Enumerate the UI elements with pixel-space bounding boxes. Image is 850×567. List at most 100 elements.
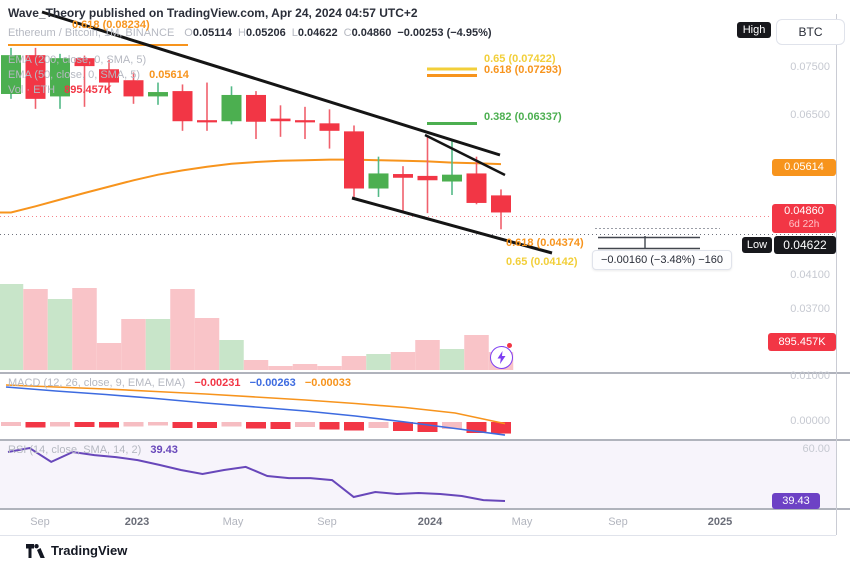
pane-separator-volume-macd[interactable] bbox=[0, 372, 850, 374]
macd-histogram-bar bbox=[50, 422, 70, 427]
macd-histogram-bar bbox=[99, 422, 119, 428]
candle-body bbox=[442, 174, 462, 182]
macd-histogram-bar bbox=[491, 422, 511, 434]
macd-histogram-bar bbox=[25, 422, 46, 428]
volume-bar bbox=[219, 340, 244, 370]
candle-body bbox=[368, 173, 389, 189]
rsi-legend[interactable]: RSI (14, close, SMA, 14, 2) 39.43 bbox=[8, 444, 178, 456]
macd-histogram-bar bbox=[172, 422, 193, 428]
fib-label-0618-top[interactable]: 0.618 (0.08234) bbox=[72, 19, 150, 31]
rsi-legend-value: 39.43 bbox=[150, 444, 178, 456]
volume-bar bbox=[47, 299, 73, 370]
price-axis-border bbox=[836, 14, 837, 535]
pane-separator-rsi-timeaxis[interactable] bbox=[0, 508, 850, 510]
candle-body bbox=[393, 174, 413, 178]
candle-body bbox=[123, 80, 144, 97]
close-value: 0.04860 bbox=[351, 27, 392, 39]
fib-label-0382[interactable]: 0.382 (0.06337) bbox=[484, 111, 562, 123]
fib-label-065-low[interactable]: 0.65 (0.04142) bbox=[506, 256, 578, 268]
volume-bar bbox=[145, 319, 171, 370]
candle-body bbox=[270, 118, 291, 122]
currency-toggle-btc[interactable]: BTC bbox=[776, 19, 845, 45]
candle-body bbox=[466, 173, 487, 203]
rsi-axis-badge: 39.43 bbox=[772, 493, 820, 509]
macd-histogram-bar bbox=[417, 422, 438, 432]
macd-legend[interactable]: MACD (12, 26, close, 9, EMA, EMA) −0.002… bbox=[8, 377, 351, 389]
candle-body bbox=[319, 123, 340, 131]
wedge-lower-trendline[interactable] bbox=[351, 196, 553, 255]
time-axis[interactable]: Sep 2023 May Sep 2024 May Sep 2025 bbox=[0, 516, 836, 536]
last-price-axis-badge: 0.04860 6d 22h bbox=[772, 204, 836, 233]
ruler-tooltip: −0.00160 (−3.48%) −160 bbox=[592, 250, 733, 270]
time-axis-label: 2024 bbox=[417, 516, 443, 528]
volume-axis-badge: 895.457K bbox=[768, 333, 836, 351]
macd-histogram-bar bbox=[393, 422, 413, 431]
tradingview-logo-icon bbox=[26, 543, 45, 558]
boost-lightning-button[interactable] bbox=[490, 346, 513, 369]
price-tick-0075: 0.07500 bbox=[790, 61, 830, 73]
price-tick-0041: 0.04100 bbox=[790, 269, 830, 281]
wedge-upper-trendline[interactable] bbox=[424, 133, 506, 177]
volume-bar bbox=[0, 284, 24, 370]
fib-label-0618-mid[interactable]: 0.618 (0.07293) bbox=[484, 64, 562, 76]
volume-legend-value: 895.457K bbox=[64, 84, 112, 96]
price-tick-0037: 0.03700 bbox=[790, 303, 830, 315]
volume-bar bbox=[415, 340, 440, 370]
open-label: O bbox=[184, 27, 193, 39]
candle-body bbox=[417, 175, 438, 181]
rsi-line bbox=[7, 446, 506, 502]
macd-histogram-bar bbox=[221, 422, 242, 427]
macd-histogram-bar bbox=[148, 422, 168, 426]
volume-bar bbox=[341, 356, 367, 370]
tradingview-attribution-link[interactable]: TradingView bbox=[26, 543, 127, 558]
volume-bar bbox=[72, 288, 97, 370]
volume-bar bbox=[317, 366, 342, 370]
candle-body bbox=[295, 120, 315, 123]
macd-signal-value: −0.00033 bbox=[304, 377, 352, 389]
macd-line-value: −0.00263 bbox=[249, 377, 296, 389]
volume-legend[interactable]: Vol · ETH 895.457K bbox=[8, 84, 112, 96]
macd-histogram-bar bbox=[368, 422, 389, 428]
open-value: 0.05114 bbox=[192, 27, 232, 39]
symbol-legend-row[interactable]: Ethereum / Bitcoin, 1M, BINANCE O0.05114… bbox=[8, 27, 492, 39]
symbol-title[interactable]: Ethereum / Bitcoin, 1M, BINANCE bbox=[8, 27, 175, 39]
time-axis-label: 2023 bbox=[124, 516, 150, 528]
volume-bar bbox=[121, 319, 146, 370]
notification-dot bbox=[507, 343, 512, 348]
pane-separator-macd-rsi[interactable] bbox=[0, 439, 850, 441]
ema50-legend-label: EMA (50, close, 0, SMA, 5) bbox=[8, 69, 141, 81]
time-axis-label: Sep bbox=[30, 516, 50, 528]
low-price-axis-badge: 0.04622 bbox=[774, 236, 836, 254]
volume-legend-label: Vol · ETH bbox=[8, 84, 56, 96]
tradingview-logo-text: TradingView bbox=[51, 543, 128, 558]
rsi-tick-60: 60.00 bbox=[802, 443, 830, 455]
volume-bar bbox=[292, 364, 318, 370]
time-axis-label: 2025 bbox=[707, 516, 733, 528]
candle-body bbox=[172, 91, 193, 122]
ema200-legend[interactable]: EMA (200, close, 0, SMA, 5) bbox=[8, 54, 147, 66]
candle-body bbox=[221, 94, 242, 122]
macd-histogram-bar bbox=[197, 422, 217, 428]
candle-body bbox=[197, 120, 217, 123]
candle-body bbox=[99, 69, 119, 83]
volume-bar bbox=[268, 366, 293, 370]
candle-body bbox=[246, 94, 266, 122]
last-price-value: 0.04860 bbox=[784, 205, 824, 217]
rsi-legend-label: RSI (14, close, SMA, 14, 2) bbox=[8, 444, 142, 456]
main-descending-trendline[interactable] bbox=[41, 10, 501, 157]
high-marker-badge: High bbox=[737, 22, 771, 38]
fib-label-0618-low[interactable]: 0.618 (0.04374) bbox=[506, 237, 584, 249]
ema50-legend[interactable]: EMA (50, close, 0, SMA, 5) 0.05614 bbox=[8, 69, 189, 81]
rsi-pane-background bbox=[0, 441, 836, 508]
ema50-axis-badge: 0.05614 bbox=[772, 159, 836, 176]
high-label: H bbox=[238, 27, 246, 39]
macd-histogram-bar bbox=[74, 422, 95, 427]
fib-label-065-mid[interactable]: 0.65 (0.07422) bbox=[484, 53, 556, 65]
macd-main-line bbox=[5, 386, 506, 436]
low-value: 0.04622 bbox=[297, 27, 338, 39]
high-value: 0.05206 bbox=[245, 27, 286, 39]
ema50-line[interactable] bbox=[0, 158, 502, 214]
